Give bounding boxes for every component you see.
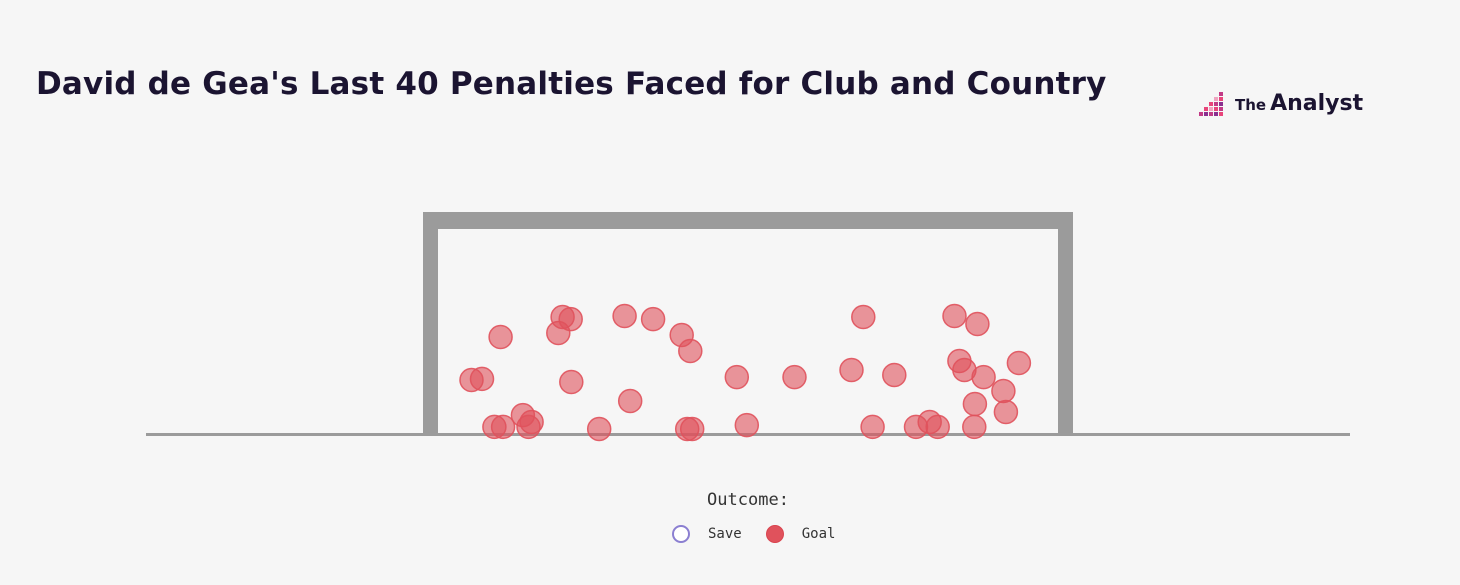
goal-shot-point [612,303,637,329]
goal-shot-point [860,414,885,440]
goal-shot-point [488,324,513,350]
goal-shot-point [962,391,988,417]
goal-shot-point [617,388,643,414]
penalty-goal-chart [146,212,1350,442]
goal-frame [146,212,1350,436]
goal-shot-point [516,414,541,440]
goal-shot-point [490,414,516,440]
legend-goal-label: Goal [801,526,836,542]
goal-shot-point [679,416,705,442]
goal-shot-point [586,416,612,442]
goal-shot-point [558,306,583,332]
goal-shot-point [1006,350,1032,376]
brand-prefix: The [1235,96,1267,114]
left-post [423,212,438,435]
chart-title: David de Gea's Last 40 Penalties Faced f… [36,66,1107,102]
goal-shot-point [962,414,987,440]
legend-save-label: Save [708,526,742,542]
goal-shot-point [925,414,950,440]
goal-shot-point [678,338,703,364]
crossbar [423,212,1073,229]
goal-shot-point [965,311,990,337]
goal-shot-point [942,303,967,329]
legend-goal-swatch [765,525,784,543]
goal-shot-point [782,364,807,390]
goal-shot-point [993,399,1019,425]
legend-title: Outcome: [707,490,789,510]
goal-shot-point [640,306,666,332]
goal-shot-point [971,364,996,390]
goal-shot-point [839,357,864,383]
brand-bars-icon [1199,92,1223,116]
goal-shot-point [991,378,1016,404]
legend: Save Goal [672,525,859,543]
shot-points [459,303,1032,442]
brand-logo: The Analyst [1197,86,1363,120]
goal-shot-point [724,364,750,390]
goal-shot-point [734,412,760,438]
goal-shot-point [851,304,876,330]
goal-shot-point [882,362,907,388]
brand-name: Analyst [1270,90,1364,116]
goal-shot-point [559,369,584,395]
goal-shot-point [469,366,495,392]
right-post [1058,212,1073,435]
legend-save-swatch [672,525,690,543]
